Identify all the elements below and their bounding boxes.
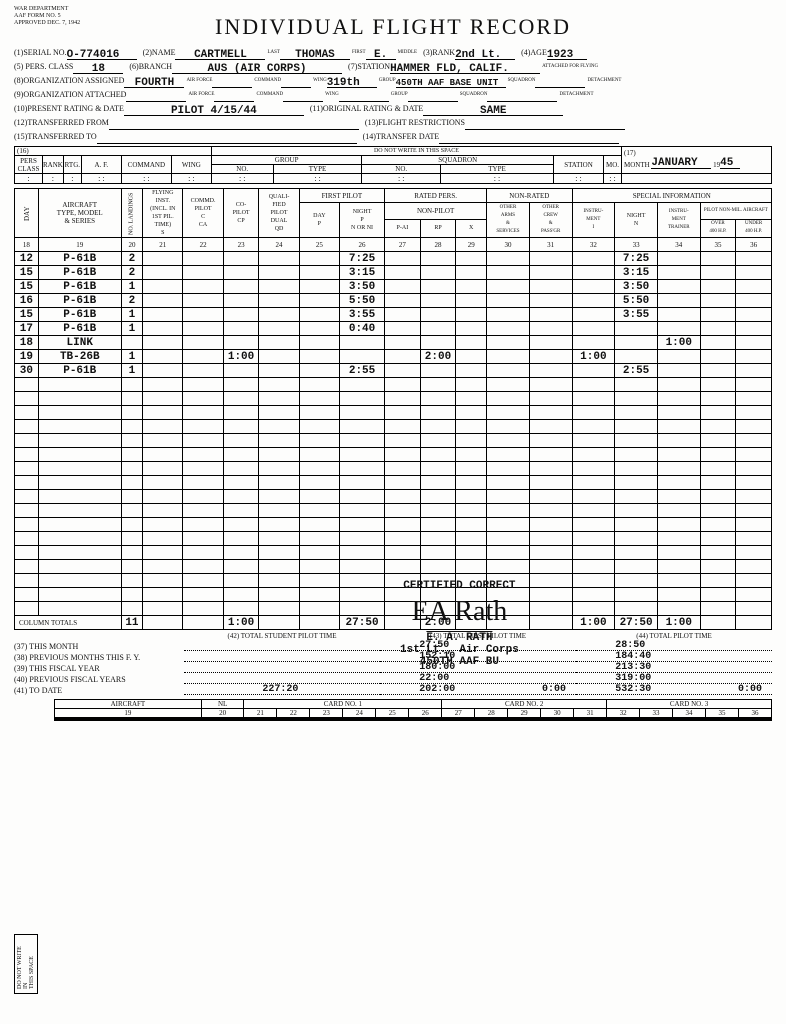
table-row: 30P-61B12:552:55 [15, 364, 772, 378]
form-header: WAR DEPARTMENT AAF FORM NO. 5 APPROVED D… [14, 6, 80, 27]
side-label: DO NOT WRITE IN THIS SPACE [14, 934, 38, 994]
totals-section: (42) TOTAL STUDENT PILOT TIME (43) TOTAL… [14, 632, 772, 695]
table-row: 15P-61B23:153:15 [15, 266, 772, 280]
table-row: 19TB-26B11:002:001:00 [15, 350, 772, 364]
flight-log-table: DAY AIRCRAFT TYPE, MODEL & SERIES NO. LA… [14, 188, 772, 630]
table-row: 16P-61B25:505:50 [15, 294, 772, 308]
table-row: 17P-61B10:40 [15, 322, 772, 336]
card-table: AIRCRAFTNL CARD NO. 1 CARD NO. 2 CARD NO… [54, 699, 772, 721]
page-title: INDIVIDUAL FLIGHT RECORD [14, 14, 772, 40]
box-16-17: (16) DO NOT WRITE IN THIS SPACE (17)MONT… [14, 146, 772, 184]
table-row: 15P-61B13:553:55 [15, 308, 772, 322]
table-row: 15P-61B13:503:50 [15, 280, 772, 294]
table-row: 12P-61B27:257:25 [15, 252, 772, 266]
table-row: 18LINK1:00 [15, 336, 772, 350]
header-fields: (1)SERIAL NO.O-774016 (2)NAMECARTMELLLAS… [14, 46, 772, 144]
